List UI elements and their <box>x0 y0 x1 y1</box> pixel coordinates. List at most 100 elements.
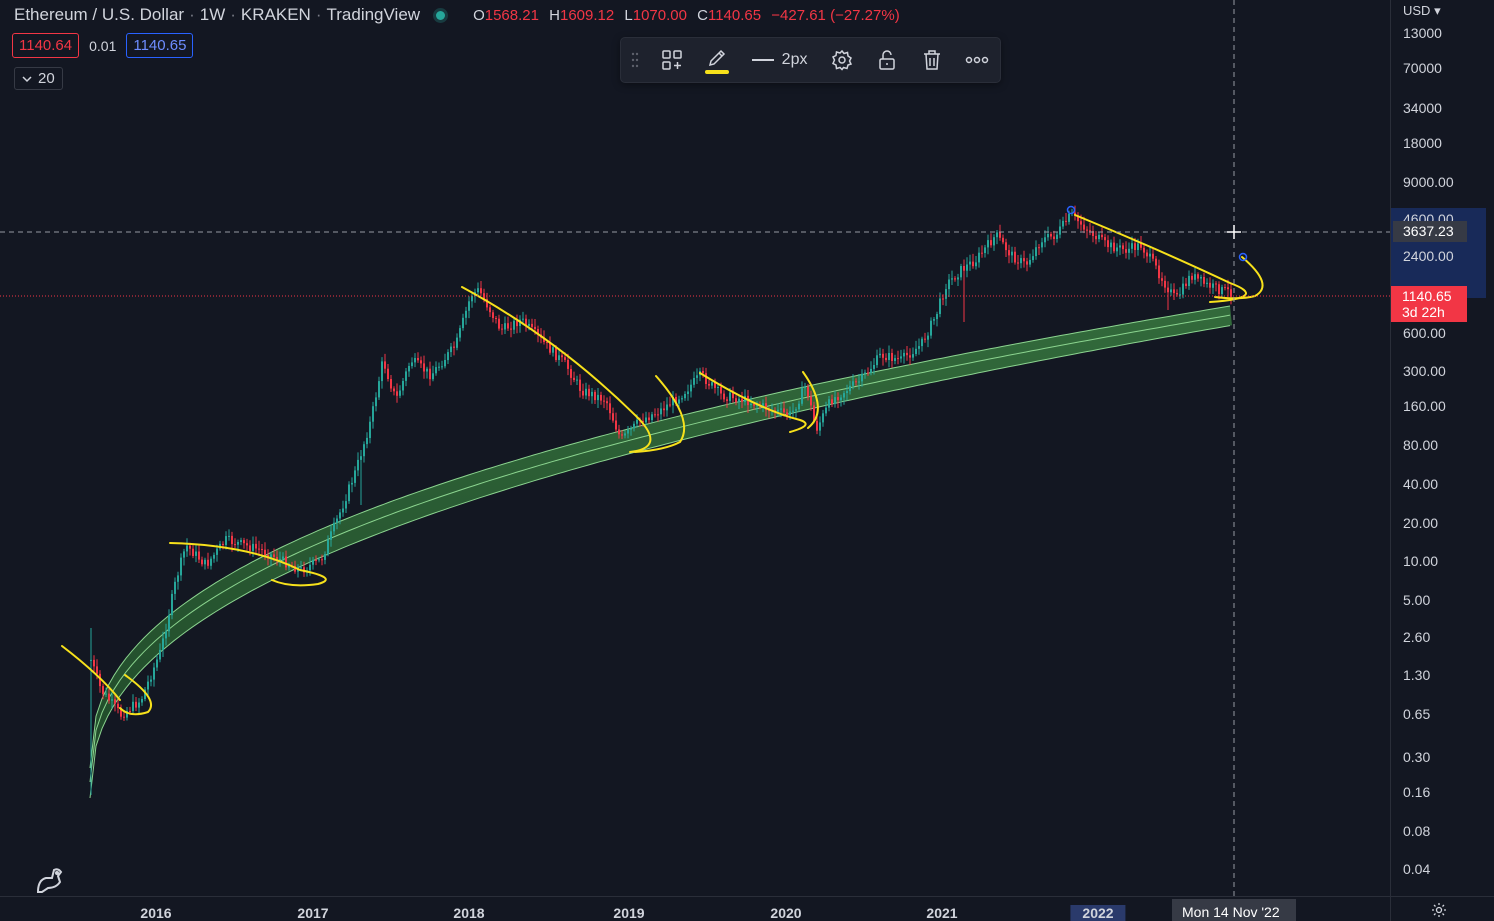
indicators-toggle-button[interactable]: 20 <box>14 67 63 90</box>
spread: 0.01 <box>89 37 117 54</box>
candle <box>1044 230 1046 248</box>
candle <box>477 282 479 297</box>
symbol-name[interactable]: Ethereum / U.S. Dollar <box>14 5 185 24</box>
drag-handle-icon[interactable] <box>621 37 649 83</box>
high-value: 1609.12 <box>559 6 615 24</box>
more-button[interactable] <box>954 37 1000 83</box>
candle <box>348 481 350 504</box>
candle <box>1014 246 1016 265</box>
candle <box>648 412 650 424</box>
settings-icon <box>832 49 853 71</box>
candle <box>510 321 512 338</box>
candle <box>906 346 908 361</box>
candle <box>1050 231 1052 240</box>
buy-button[interactable]: 1140.65 <box>126 33 194 58</box>
market-status-icon[interactable] <box>436 10 446 20</box>
candle <box>459 325 461 342</box>
candle <box>876 349 878 368</box>
candle <box>123 712 125 721</box>
candle <box>930 317 932 339</box>
tradingview-logo-icon[interactable] <box>34 864 66 896</box>
settings-button[interactable] <box>820 37 864 83</box>
candle <box>1191 272 1193 284</box>
candle <box>582 383 584 399</box>
indicator-count: 20 <box>38 70 55 87</box>
gear-icon[interactable] <box>1431 902 1447 918</box>
candle <box>507 316 509 331</box>
drawing-stroke <box>169 542 327 587</box>
candle <box>954 276 956 282</box>
candle <box>162 631 164 657</box>
price-tick: 70000 <box>1403 60 1442 76</box>
price-tick: 600.00 <box>1403 325 1446 341</box>
currency-selector[interactable]: USD ▾ <box>1403 3 1441 18</box>
candle <box>993 234 995 251</box>
candle <box>945 283 947 306</box>
price-tick: 20.00 <box>1403 515 1439 531</box>
candle <box>651 411 653 423</box>
time-axis[interactable]: 2016 2017 2018 2019 2020 2021 2022 Mon 14 Nov … <box>0 896 1390 921</box>
candle <box>189 542 191 556</box>
drawing-toolbar: 2px <box>620 37 1001 83</box>
sell-button[interactable]: 1140.64 <box>12 33 80 58</box>
candle <box>864 369 866 379</box>
close-value: 1140.65 <box>707 6 762 24</box>
pen-icon <box>708 49 725 66</box>
line-width-button[interactable]: 2px <box>739 37 821 83</box>
band-line <box>89 305 1231 769</box>
candle <box>387 364 389 382</box>
price-tick: 0.30 <box>1403 749 1431 765</box>
lock-button[interactable] <box>864 37 910 83</box>
candle <box>171 590 173 620</box>
candle <box>1032 249 1034 263</box>
candle <box>1092 225 1094 243</box>
templates-button[interactable] <box>649 37 695 83</box>
candle <box>351 477 353 493</box>
candle <box>600 391 602 405</box>
candle <box>723 390 725 403</box>
candle <box>852 374 854 390</box>
countdown-label: 3d 22h <box>1402 304 1445 320</box>
data-source: TradingView <box>326 5 421 24</box>
price-tick: 34000 <box>1403 100 1442 116</box>
candle <box>963 259 965 322</box>
candle <box>858 374 860 390</box>
band-line <box>89 325 1231 799</box>
candle <box>420 356 422 368</box>
candle <box>444 353 446 369</box>
candle <box>204 557 206 570</box>
candle <box>462 313 464 331</box>
candle <box>318 557 320 563</box>
candle <box>822 409 824 427</box>
line-color-button[interactable] <box>695 37 739 83</box>
candle <box>447 349 449 364</box>
chart-area[interactable]: Ethereum / U.S. Dollar · 1W · KRAKEN · T… <box>0 0 1390 896</box>
candle <box>1053 230 1055 246</box>
price-chart[interactable] <box>0 0 1390 896</box>
candle <box>354 466 356 487</box>
candle <box>558 349 560 366</box>
candle <box>969 254 971 271</box>
candle <box>762 399 764 413</box>
candle <box>1047 226 1049 241</box>
candle <box>399 385 401 399</box>
interval[interactable]: 1W <box>199 5 226 24</box>
candle <box>585 382 587 400</box>
candle <box>405 368 407 387</box>
candle <box>453 341 455 356</box>
candle <box>672 391 674 414</box>
candle <box>132 694 134 715</box>
candle <box>150 675 152 687</box>
price-axis[interactable]: USD ▾ 13000 70000 34000 18000 9000.00 4600.00… <box>1390 0 1494 896</box>
candle <box>183 548 185 566</box>
candle <box>1026 257 1028 272</box>
delete-button[interactable] <box>910 37 954 83</box>
candle <box>1011 246 1013 263</box>
candle <box>1164 275 1166 293</box>
candle <box>240 537 242 546</box>
candle <box>798 400 800 413</box>
candle <box>435 361 437 376</box>
candle <box>384 353 386 374</box>
candle <box>1020 254 1022 269</box>
candle <box>438 362 440 371</box>
